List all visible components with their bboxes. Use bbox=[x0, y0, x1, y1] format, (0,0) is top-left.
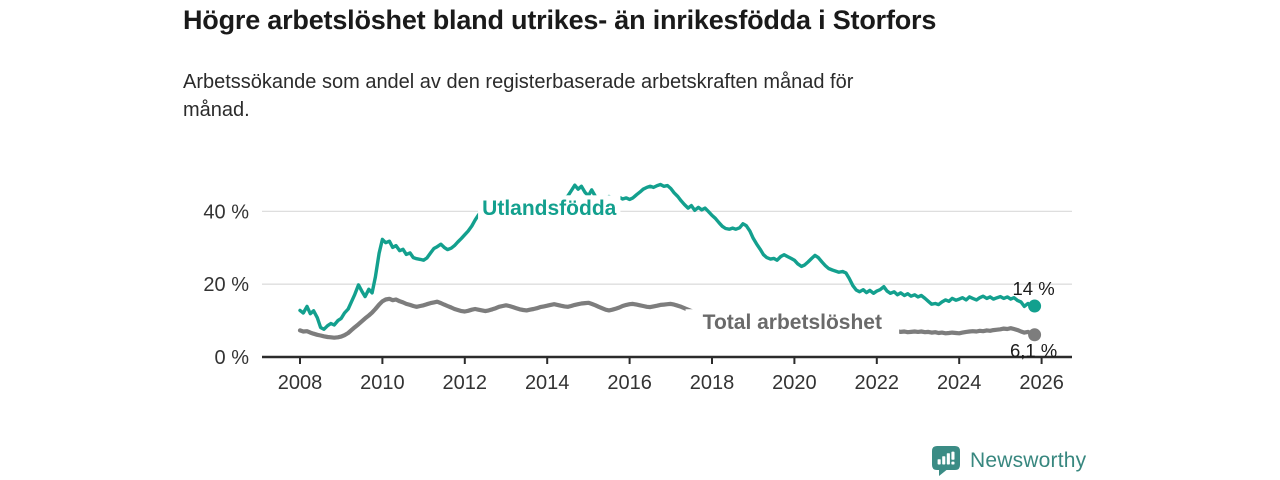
x-tick-label: 2018 bbox=[690, 372, 735, 394]
chart-title: Högre arbetslöshet bland utrikes- än inr… bbox=[183, 5, 937, 35]
newsworthy-wordmark: Newsworthy bbox=[970, 448, 1087, 472]
x-tick-label: 2016 bbox=[607, 372, 652, 394]
total-arbetsl-shet-label-mask bbox=[685, 309, 900, 335]
utlandsf-dda-line bbox=[298, 182, 1037, 331]
y-tick-label: 0 % bbox=[215, 347, 250, 369]
utlandsf-dda-label-mask bbox=[478, 195, 621, 221]
total-arbetsl-shet-end-label: 6,1 % bbox=[1010, 340, 1057, 361]
y-tick-label: 40 % bbox=[203, 201, 249, 223]
utlandsf-dda-label: Utlandsfödda bbox=[482, 197, 616, 220]
x-tick-label: 2014 bbox=[525, 372, 570, 394]
x-tick-label: 2010 bbox=[360, 372, 405, 394]
x-tick-label: 2008 bbox=[278, 372, 323, 394]
newsworthy-bubble-chart-icon bbox=[932, 446, 960, 476]
y-tick-label: 20 % bbox=[203, 274, 249, 296]
x-tick-label: 2022 bbox=[855, 372, 900, 394]
newsworthy-logo[interactable]: Newsworthy bbox=[931, 445, 1086, 476]
total-arbetsl-shet-end-dot bbox=[1028, 328, 1042, 342]
x-tick-label: 2020 bbox=[772, 372, 817, 394]
x-tick-label: 2012 bbox=[443, 372, 488, 394]
x-tick-label: 2024 bbox=[937, 372, 982, 394]
x-tick-label: 2026 bbox=[1019, 372, 1064, 394]
utlandsf-dda-end-label: 14 % bbox=[1013, 278, 1055, 299]
total-arbetsl-shet-label: Total arbetslöshet bbox=[703, 311, 882, 334]
total-arbetsl-shet-line bbox=[297, 296, 1037, 340]
utlandsf-dda-end-dot bbox=[1028, 299, 1042, 313]
chart-subtitle: Arbetssökande som andel av den registerb… bbox=[183, 71, 854, 122]
